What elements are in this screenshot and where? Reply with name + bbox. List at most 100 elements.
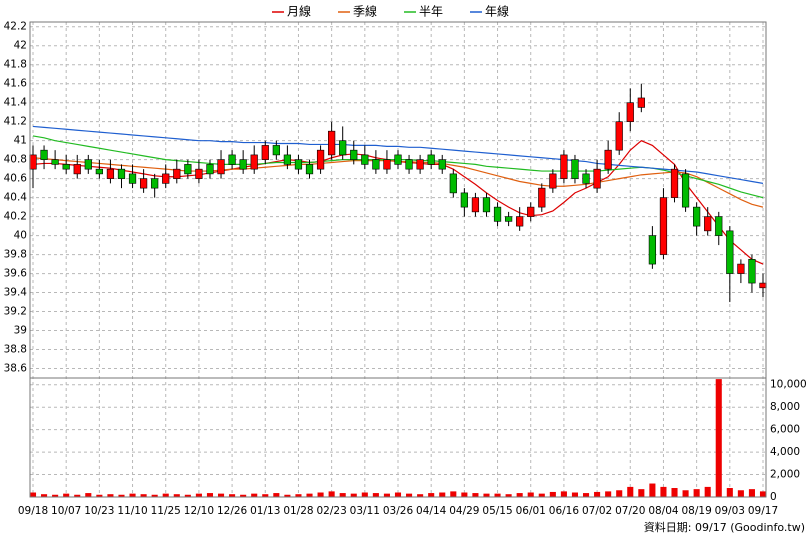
volume-bar (195, 493, 202, 497)
candle-body (173, 168, 181, 179)
candle-body (759, 282, 767, 289)
grid (30, 22, 766, 498)
x-tick-label: 05/15 (482, 505, 512, 517)
volume-bar (737, 490, 744, 497)
y2-tick-label: 6,000 (770, 424, 800, 436)
candle-body (693, 206, 701, 227)
x-tick-label: 07/02 (582, 505, 612, 517)
volume-bar (594, 491, 601, 497)
y-tick-label: 40 (14, 230, 27, 242)
candle-body (527, 206, 535, 217)
volume-bar (284, 494, 291, 497)
volume-bar (339, 493, 346, 497)
volume-bar (107, 494, 114, 497)
volume-bar (129, 493, 136, 497)
candle-body (128, 173, 137, 184)
candle-body (493, 206, 502, 222)
x-tick-label: 09/18 (18, 505, 48, 517)
candle-body (283, 154, 292, 165)
candle-body (29, 154, 37, 170)
candle-body (516, 216, 524, 227)
legend-label: 年線 (485, 4, 509, 19)
candle-body (726, 230, 734, 274)
volume-bar (151, 494, 158, 497)
y-tick-label: 39.2 (4, 306, 27, 318)
y-tick-label: 40.4 (4, 192, 28, 204)
volume-panel (29, 379, 767, 497)
candle-body (460, 192, 468, 208)
x-tick-label: 07/20 (615, 505, 645, 517)
candle-body (427, 154, 435, 165)
candle-body (162, 173, 170, 184)
candle-body (206, 164, 214, 175)
candle-body (305, 164, 314, 175)
x-tick-label: 08/04 (648, 505, 679, 517)
volume-bar (173, 494, 180, 497)
candle-body (239, 159, 247, 170)
volume-bar (704, 486, 711, 497)
y-tick-label: 41 (14, 135, 27, 147)
x-tick-label: 10/07 (51, 505, 81, 517)
y-tick-label: 39.6 (4, 268, 28, 280)
volume-bar (494, 493, 501, 497)
y-tick-label: 40.8 (4, 154, 27, 166)
volume-bar (759, 491, 767, 497)
candle-body (195, 168, 203, 179)
candle-body (117, 168, 126, 179)
x-tick-label: 03/11 (350, 505, 380, 517)
y-tick-label: 40.2 (4, 211, 27, 223)
volume-bar (262, 494, 269, 497)
candle-body (316, 149, 325, 170)
volume-bar (726, 488, 733, 497)
source-note: 資料日期: 09/17 (Goodinfo.tw) (644, 520, 805, 534)
volume-bar (549, 491, 556, 497)
candle-body (51, 159, 59, 165)
candle-body (504, 216, 513, 222)
candle-body (139, 178, 148, 189)
volume-bar (140, 494, 147, 497)
volume-bar (361, 492, 368, 497)
candle-body (250, 154, 258, 170)
candle-body (62, 164, 70, 170)
candle-body (339, 140, 347, 156)
volume-bar (417, 494, 424, 497)
candle-body (184, 164, 192, 175)
volume-bar (693, 489, 700, 497)
candle-body (449, 173, 457, 194)
y2-tick-label: 8,000 (770, 401, 800, 413)
volume-bar (184, 494, 191, 497)
volume-bar (516, 493, 523, 497)
volume-bar (251, 493, 258, 497)
ma-line (32, 125, 764, 184)
volume-bar (306, 493, 313, 497)
y-tick-label: 41.6 (4, 78, 28, 90)
x-tick-label: 09/03 (715, 505, 745, 517)
y-tick-label: 42.2 (4, 21, 27, 33)
x-tick-label: 09/17 (748, 505, 778, 517)
candle-body (681, 173, 690, 208)
y-tick-label: 39.4 (4, 287, 28, 299)
candle-body (95, 168, 103, 175)
candle-body (571, 159, 579, 179)
volume-bar (571, 492, 579, 497)
x-tick-label: 11/25 (151, 505, 181, 517)
volume-bar (52, 494, 59, 497)
volume-bar (74, 494, 81, 497)
x-tick-label: 04/29 (449, 505, 479, 517)
volume-bar (41, 494, 48, 497)
x-tick-label: 01/28 (283, 505, 313, 517)
candle-body (383, 159, 391, 170)
volume-bar (483, 493, 490, 497)
candle-body (748, 259, 756, 284)
volume-bar (350, 493, 357, 497)
volume-bar (505, 494, 512, 497)
y-tick-label: 38.6 (4, 363, 28, 375)
volume-bar (63, 493, 70, 497)
volume-bar (715, 379, 722, 497)
volume-bar (616, 490, 623, 497)
volume-bar (383, 493, 390, 497)
candle-body (737, 263, 745, 274)
candle-body (40, 149, 48, 160)
